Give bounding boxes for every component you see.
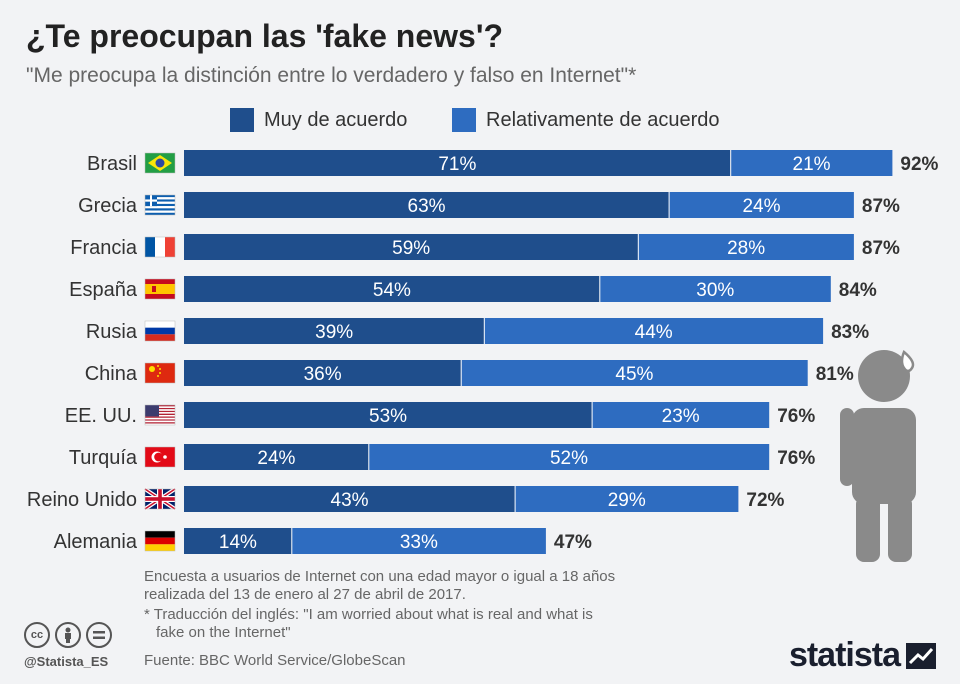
bar-segment [669, 192, 854, 218]
legend-swatch-muy [230, 108, 254, 132]
bar-value-label: 39% [315, 322, 353, 343]
chart-title: ¿Te preocupan las 'fake news'? [26, 18, 503, 54]
bar-segment [368, 444, 770, 470]
total-value-label: 76% [777, 406, 815, 427]
bar-value-label: 44% [635, 322, 673, 343]
category-label: Rusia [86, 321, 138, 343]
legend-label-muy: Muy de acuerdo [264, 108, 408, 131]
category-label: EE. UU. [65, 405, 137, 427]
bar-value-label: 23% [662, 406, 700, 427]
flag-turkey-icon [144, 446, 176, 468]
bar-segment [184, 318, 485, 344]
flag-france-icon [144, 236, 176, 258]
bar-segment [184, 276, 600, 302]
bar-segment [730, 150, 893, 176]
bar-segment [184, 486, 516, 512]
statista-handle[interactable]: @Statista_ES [24, 654, 109, 669]
bar-value-label: 45% [615, 364, 653, 385]
flag-brazil-icon [144, 152, 176, 174]
bar-segment [184, 150, 731, 176]
by-icon[interactable] [55, 622, 81, 648]
total-value-label: 92% [900, 154, 938, 175]
source-note: Fuente: BBC World Service/GlobeScan [144, 652, 406, 669]
bar-segment [184, 234, 639, 260]
flag-germany-icon [144, 530, 176, 552]
bar-value-label: 14% [219, 532, 257, 553]
bar-segment [599, 276, 831, 302]
bar-value-label: 63% [408, 196, 446, 217]
total-value-label: 72% [746, 490, 784, 511]
bar-segment [184, 444, 369, 470]
total-value-label: 83% [831, 322, 869, 343]
bar-value-label: 24% [257, 448, 295, 469]
flag-russia-icon [144, 320, 176, 342]
bar-segment [515, 486, 739, 512]
legend-item-muy: Muy de acuerdo [230, 108, 407, 132]
statista-logo[interactable]: statista [789, 636, 936, 675]
flag-uk-icon [143, 487, 177, 511]
total-value-label: 84% [839, 280, 877, 301]
survey-note-line2: realizada del 13 de enero al 27 de abril… [144, 586, 466, 603]
category-label: Reino Unido [27, 489, 137, 511]
category-label: España [69, 279, 138, 301]
total-value-label: 76% [777, 448, 815, 469]
bar-segment [461, 360, 808, 386]
bar-segment [184, 528, 292, 554]
translation-note-line1: * Traducción del inglés: "I am worried a… [144, 606, 593, 623]
bar-value-label: 24% [742, 196, 780, 217]
total-value-label: 47% [554, 532, 592, 553]
cc-icon[interactable]: cc [24, 622, 50, 648]
category-label: Turquía [69, 447, 138, 469]
bar-value-label: 33% [400, 532, 438, 553]
translation-note-line2: fake on the Internet" [156, 624, 291, 641]
bar-value-label: 36% [304, 364, 342, 385]
category-label: Francia [70, 237, 138, 259]
bar-segment [638, 234, 854, 260]
flag-usa-icon [144, 404, 176, 426]
chart-subtitle: "Me preocupa la distinción entre lo verd… [26, 64, 637, 87]
bar-segment [291, 528, 546, 554]
bar-segment [184, 402, 593, 428]
statista-wordmark: statista [788, 636, 901, 674]
total-value-label: 87% [862, 196, 900, 217]
bar-segment [184, 360, 462, 386]
bar-value-label: 54% [373, 280, 411, 301]
bar-value-label: 30% [696, 280, 734, 301]
legend-item-relativamente: Relativamente de acuerdo [452, 108, 719, 132]
license-icons: cc [24, 622, 112, 648]
worried-person-icon [840, 349, 916, 562]
bar-value-label: 53% [369, 406, 407, 427]
flag-greece-icon [144, 194, 176, 216]
bar-segment [184, 192, 670, 218]
legend-label-relativamente: Relativamente de acuerdo [486, 108, 720, 131]
flag-spain-icon [144, 278, 176, 300]
total-value-label: 87% [862, 238, 900, 259]
bar-value-label: 21% [793, 154, 831, 175]
category-label: Brasil [87, 153, 137, 175]
category-label: Grecia [78, 195, 138, 217]
bar-segment [484, 318, 824, 344]
bar-value-label: 59% [392, 238, 430, 259]
legend-swatch-relativamente [452, 108, 476, 132]
nd-icon[interactable] [86, 622, 112, 648]
bar-value-label: 71% [438, 154, 476, 175]
category-label: China [85, 363, 138, 385]
bar-value-label: 52% [550, 448, 588, 469]
category-label: Alemania [54, 531, 138, 553]
statista-mark-icon [906, 642, 936, 669]
bar-value-label: 28% [727, 238, 765, 259]
bar-segment [592, 402, 770, 428]
bar-value-label: 43% [331, 490, 369, 511]
bar-value-label: 29% [608, 490, 646, 511]
bar-chart: Brasil 71% 21% 92% Grecia 63% 24% 87% Francia 59%… [27, 150, 939, 554]
flag-china-icon [144, 362, 176, 384]
survey-note-line1: Encuesta a usuarios de Internet con una … [144, 568, 616, 585]
total-value-label: 81% [816, 364, 854, 385]
legend: Muy de acuerdo Relativamente de acuerdo [0, 108, 960, 138]
